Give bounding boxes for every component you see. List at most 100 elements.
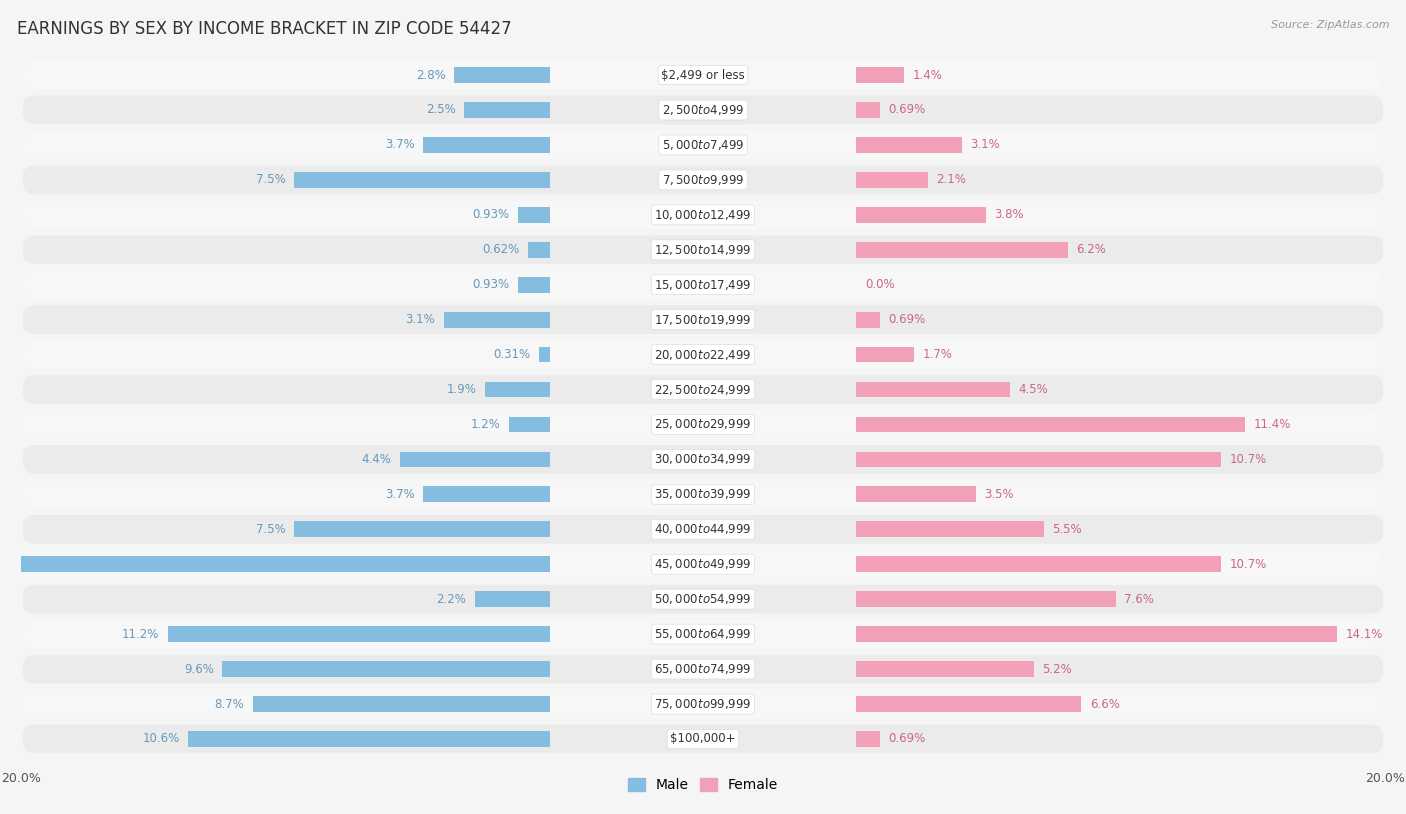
FancyBboxPatch shape bbox=[22, 515, 1384, 544]
Legend: Male, Female: Male, Female bbox=[623, 772, 783, 798]
Text: 14.1%: 14.1% bbox=[1346, 628, 1384, 641]
FancyBboxPatch shape bbox=[22, 654, 1384, 684]
Text: 3.7%: 3.7% bbox=[385, 138, 415, 151]
Bar bbox=[856, 626, 1337, 642]
FancyBboxPatch shape bbox=[22, 270, 1384, 299]
Text: 3.7%: 3.7% bbox=[385, 488, 415, 501]
Text: 2.5%: 2.5% bbox=[426, 103, 456, 116]
Text: 7.5%: 7.5% bbox=[256, 523, 285, 536]
Text: 9.6%: 9.6% bbox=[184, 663, 214, 676]
FancyBboxPatch shape bbox=[22, 724, 1384, 753]
Text: 2.2%: 2.2% bbox=[436, 593, 465, 606]
Bar bbox=[517, 277, 550, 292]
FancyBboxPatch shape bbox=[22, 445, 1384, 474]
Bar bbox=[423, 487, 550, 502]
Text: 5.5%: 5.5% bbox=[1053, 523, 1083, 536]
Bar bbox=[475, 591, 550, 607]
Bar bbox=[399, 452, 550, 467]
Bar bbox=[856, 731, 880, 746]
FancyBboxPatch shape bbox=[22, 689, 1384, 718]
Text: $12,500 to $14,999: $12,500 to $14,999 bbox=[654, 243, 752, 256]
Text: 0.69%: 0.69% bbox=[889, 313, 925, 326]
FancyBboxPatch shape bbox=[22, 165, 1384, 195]
Bar bbox=[856, 661, 1033, 677]
Text: 7.6%: 7.6% bbox=[1123, 593, 1154, 606]
Text: 0.62%: 0.62% bbox=[482, 243, 520, 256]
Bar bbox=[856, 312, 880, 327]
Text: $17,500 to $19,999: $17,500 to $19,999 bbox=[654, 313, 752, 326]
Bar bbox=[454, 68, 550, 83]
Bar bbox=[294, 172, 550, 188]
Text: 11.4%: 11.4% bbox=[1254, 418, 1291, 431]
Bar bbox=[856, 452, 1222, 467]
Text: $75,000 to $99,999: $75,000 to $99,999 bbox=[654, 697, 752, 711]
Bar bbox=[444, 312, 550, 327]
Bar bbox=[856, 522, 1045, 537]
Bar bbox=[856, 487, 976, 502]
Bar bbox=[253, 696, 550, 712]
Text: 10.6%: 10.6% bbox=[142, 733, 180, 746]
Text: $40,000 to $44,999: $40,000 to $44,999 bbox=[654, 523, 752, 536]
Bar bbox=[423, 137, 550, 153]
Text: $2,500 to $4,999: $2,500 to $4,999 bbox=[662, 103, 744, 117]
Bar bbox=[856, 382, 1010, 397]
FancyBboxPatch shape bbox=[22, 375, 1384, 404]
Text: 0.69%: 0.69% bbox=[889, 733, 925, 746]
Text: $20,000 to $22,499: $20,000 to $22,499 bbox=[654, 348, 752, 361]
Text: 3.1%: 3.1% bbox=[970, 138, 1001, 151]
FancyBboxPatch shape bbox=[22, 340, 1384, 369]
Text: $65,000 to $74,999: $65,000 to $74,999 bbox=[654, 662, 752, 676]
Bar bbox=[856, 242, 1067, 257]
Bar bbox=[856, 172, 928, 188]
Bar bbox=[856, 696, 1081, 712]
Bar bbox=[529, 242, 550, 257]
Text: 3.1%: 3.1% bbox=[405, 313, 436, 326]
FancyBboxPatch shape bbox=[22, 550, 1384, 579]
Text: 0.93%: 0.93% bbox=[472, 278, 509, 291]
Text: $100,000+: $100,000+ bbox=[671, 733, 735, 746]
Text: $30,000 to $34,999: $30,000 to $34,999 bbox=[654, 453, 752, 466]
FancyBboxPatch shape bbox=[22, 61, 1384, 90]
Bar bbox=[538, 347, 550, 362]
Bar bbox=[464, 102, 550, 118]
Text: $10,000 to $12,499: $10,000 to $12,499 bbox=[654, 208, 752, 222]
FancyBboxPatch shape bbox=[22, 130, 1384, 160]
FancyBboxPatch shape bbox=[22, 619, 1384, 649]
Text: 8.7%: 8.7% bbox=[215, 698, 245, 711]
Text: 10.7%: 10.7% bbox=[1230, 558, 1267, 571]
Bar bbox=[167, 626, 550, 642]
Bar bbox=[485, 382, 550, 397]
FancyBboxPatch shape bbox=[22, 584, 1384, 614]
FancyBboxPatch shape bbox=[22, 96, 1384, 125]
Bar bbox=[0, 557, 550, 572]
Text: 6.2%: 6.2% bbox=[1077, 243, 1107, 256]
Text: 1.9%: 1.9% bbox=[446, 383, 477, 396]
Text: 2.1%: 2.1% bbox=[936, 173, 966, 186]
FancyBboxPatch shape bbox=[22, 480, 1384, 509]
FancyBboxPatch shape bbox=[22, 200, 1384, 230]
Bar bbox=[856, 591, 1115, 607]
Text: 11.2%: 11.2% bbox=[122, 628, 159, 641]
Text: Source: ZipAtlas.com: Source: ZipAtlas.com bbox=[1271, 20, 1389, 30]
FancyBboxPatch shape bbox=[22, 235, 1384, 264]
Text: 5.2%: 5.2% bbox=[1042, 663, 1071, 676]
Bar bbox=[856, 137, 962, 153]
Text: 3.5%: 3.5% bbox=[984, 488, 1014, 501]
Text: 0.93%: 0.93% bbox=[472, 208, 509, 221]
Text: 0.31%: 0.31% bbox=[494, 348, 530, 361]
FancyBboxPatch shape bbox=[22, 410, 1384, 439]
FancyBboxPatch shape bbox=[22, 305, 1384, 334]
Bar bbox=[222, 661, 550, 677]
Bar bbox=[856, 207, 986, 223]
Bar bbox=[856, 417, 1246, 432]
Text: $7,500 to $9,999: $7,500 to $9,999 bbox=[662, 173, 744, 187]
Text: 10.7%: 10.7% bbox=[1230, 453, 1267, 466]
Text: $15,000 to $17,499: $15,000 to $17,499 bbox=[654, 278, 752, 291]
Text: $5,000 to $7,499: $5,000 to $7,499 bbox=[662, 138, 744, 152]
Text: 4.5%: 4.5% bbox=[1018, 383, 1047, 396]
Text: 7.5%: 7.5% bbox=[256, 173, 285, 186]
Text: 4.4%: 4.4% bbox=[361, 453, 391, 466]
Text: 1.7%: 1.7% bbox=[922, 348, 953, 361]
Bar bbox=[517, 207, 550, 223]
Text: $50,000 to $54,999: $50,000 to $54,999 bbox=[654, 592, 752, 606]
